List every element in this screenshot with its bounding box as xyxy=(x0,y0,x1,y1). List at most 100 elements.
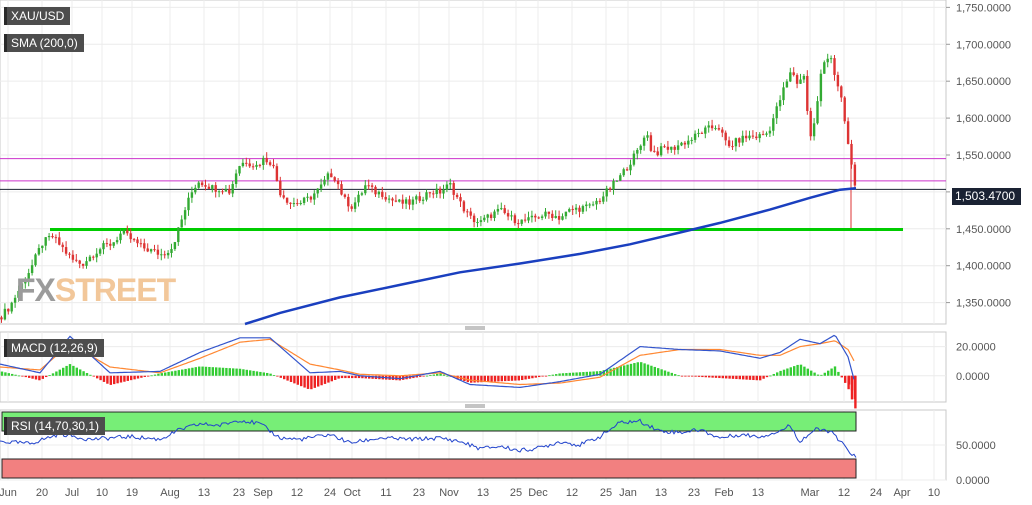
candle-body xyxy=(724,132,727,141)
candle-body xyxy=(738,138,741,143)
candle-body xyxy=(833,58,836,75)
candle-body xyxy=(58,237,61,245)
macd-histogram-bar xyxy=(351,375,354,379)
macd-histogram-bar xyxy=(793,366,796,376)
candle-body xyxy=(432,193,435,195)
macd-histogram-bar xyxy=(79,369,82,376)
candle-body xyxy=(231,183,234,194)
candle-body xyxy=(17,290,20,298)
macd-histogram-bar xyxy=(72,365,75,376)
macd-histogram-bar xyxy=(126,375,129,381)
macd-histogram-bar xyxy=(119,375,123,383)
candle-body xyxy=(466,211,469,213)
candle-body xyxy=(785,81,789,88)
macd-histogram-bar xyxy=(643,363,646,376)
candle-body xyxy=(836,74,840,87)
macd-histogram-bar xyxy=(232,368,235,376)
macd-label[interactable]: MACD (12,26,9) xyxy=(4,339,104,357)
candle-body xyxy=(435,188,438,195)
candle-body xyxy=(744,135,748,139)
candle-body xyxy=(136,239,139,244)
macd-histogram-bar xyxy=(41,375,44,379)
macd-histogram-bar xyxy=(170,371,174,376)
candle-body xyxy=(51,235,54,238)
macd-histogram-bar xyxy=(473,375,476,383)
candle-body xyxy=(483,217,486,221)
macd-histogram-bar xyxy=(215,367,218,376)
macd-histogram-bar xyxy=(616,367,619,376)
macd-histogram-bar xyxy=(218,367,221,376)
macd-histogram-bar xyxy=(446,375,449,377)
macd-histogram-bar xyxy=(317,375,320,387)
candle-body xyxy=(183,210,187,220)
macd-histogram-bar xyxy=(140,375,143,378)
candle-body xyxy=(381,191,384,197)
candle-body xyxy=(574,207,578,210)
candle-body xyxy=(282,195,285,198)
y-tick-label: 1,450.0000 xyxy=(956,224,1011,236)
macd-histogram-bar xyxy=(728,375,731,379)
candle-body xyxy=(452,183,455,195)
candle-body xyxy=(387,198,391,200)
macd-histogram-bar xyxy=(595,371,599,376)
candle-body xyxy=(221,191,224,193)
candle-body xyxy=(238,166,241,174)
macd-histogram-bar xyxy=(269,373,272,376)
macd-histogram-bar xyxy=(323,375,327,384)
macd-histogram-bar xyxy=(806,368,809,376)
x-tick-label: 12 xyxy=(566,487,578,499)
candle-body xyxy=(534,215,537,218)
macd-histogram-bar xyxy=(640,362,643,376)
macd-histogram-bar xyxy=(779,370,782,376)
macd-histogram-bar xyxy=(228,368,231,376)
candle-body xyxy=(20,283,24,291)
candle-body xyxy=(126,230,129,234)
candle-body xyxy=(425,192,428,200)
rsi-label[interactable]: RSI (14,70,30,1) xyxy=(4,417,106,435)
macd-histogram-bar xyxy=(432,374,435,376)
candle-body xyxy=(245,162,248,164)
macd-histogram-bar xyxy=(24,375,27,378)
candle-body xyxy=(343,194,347,197)
candle-body xyxy=(360,193,364,195)
candle-body xyxy=(364,185,367,194)
candle-body xyxy=(272,164,275,167)
candle-body xyxy=(772,118,775,131)
sma-label[interactable]: SMA (200,0) xyxy=(4,34,84,52)
candle-body xyxy=(404,199,408,204)
macd-histogram-bar xyxy=(844,375,847,383)
macd-histogram-bar xyxy=(510,375,514,381)
x-tick-label: Oct xyxy=(343,487,360,499)
candle-body xyxy=(489,214,493,219)
macd-histogram-bar xyxy=(823,372,826,376)
candle-body xyxy=(88,256,92,262)
candle-body xyxy=(734,138,738,147)
candle-body xyxy=(775,106,778,119)
macd-histogram-bar xyxy=(92,375,95,377)
candle-body xyxy=(605,188,608,197)
candle-body xyxy=(262,157,265,166)
rsi-tick-label: 50.0000 xyxy=(956,440,996,452)
candle-body xyxy=(374,186,377,195)
candle-body xyxy=(676,145,680,150)
macd-histogram-bar xyxy=(667,371,670,376)
x-tick-label: Sep xyxy=(253,487,273,499)
symbol-label[interactable]: XAU/USD xyxy=(4,7,71,25)
macd-histogram-bar xyxy=(14,374,17,376)
macd-histogram-bar xyxy=(167,371,170,376)
macd-histogram-bar xyxy=(551,374,554,376)
macd-histogram-bar xyxy=(310,375,313,390)
candle-body xyxy=(629,164,632,171)
macd-histogram-bar xyxy=(412,375,415,379)
candle-body xyxy=(367,185,370,187)
macd-histogram-bar xyxy=(629,363,633,376)
candle-body xyxy=(442,189,445,194)
candle-body xyxy=(95,253,98,258)
candle-body xyxy=(296,203,299,205)
candle-body xyxy=(34,254,37,266)
y-tick-label: 1,700.0000 xyxy=(956,39,1011,51)
candle-body xyxy=(704,127,707,134)
macd-histogram-bar xyxy=(153,374,157,376)
candle-body xyxy=(659,146,663,156)
